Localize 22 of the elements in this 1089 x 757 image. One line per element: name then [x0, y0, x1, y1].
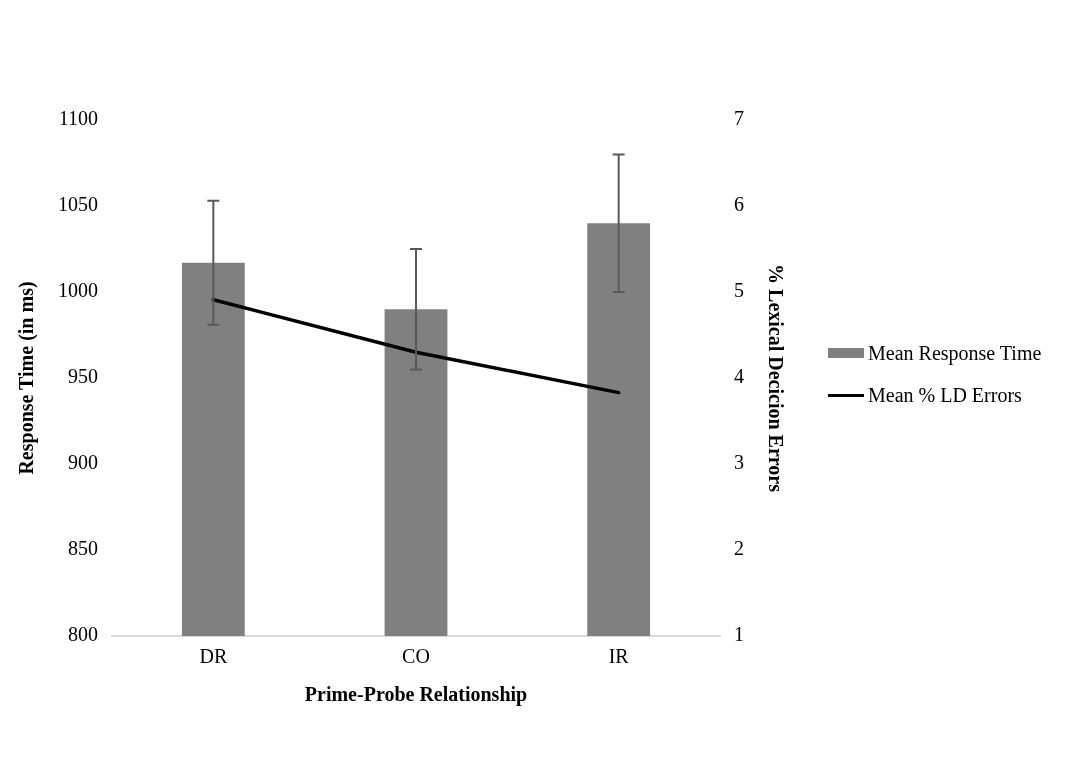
legend-label: Mean % LD Errors	[868, 383, 1022, 407]
y-axis-title: Response Time (in ms)	[15, 281, 39, 475]
y2-axis-title: % Lexical Decicion Errors	[764, 264, 787, 493]
y2-tick-label: 1	[734, 623, 744, 646]
x-tick-label: IR	[608, 645, 630, 668]
y-tick-label: 850	[68, 537, 98, 560]
y2-tick-label: 7	[734, 107, 744, 130]
y-tick-label: 900	[68, 451, 98, 474]
y-tick-label: 1050	[58, 193, 98, 216]
y-tick-label: 800	[68, 623, 98, 646]
y2-tick-label: 3	[734, 451, 744, 474]
y-tick-label: 1100	[58, 107, 98, 130]
x-axis-title: Prime-Probe Relationship	[304, 683, 528, 707]
y-tick-label: 950	[68, 365, 98, 388]
y2-tick-label: 5	[734, 279, 744, 302]
legend-label: Mean Response Time	[868, 341, 1042, 365]
y-tick-label: 1000	[58, 279, 98, 302]
x-tick-label: CO	[402, 645, 430, 668]
y2-tick-label: 2	[734, 537, 744, 560]
y2-tick-label: 4	[734, 365, 744, 388]
y2-tick-label: 6	[734, 193, 744, 216]
x-tick-label: DR	[199, 645, 228, 668]
